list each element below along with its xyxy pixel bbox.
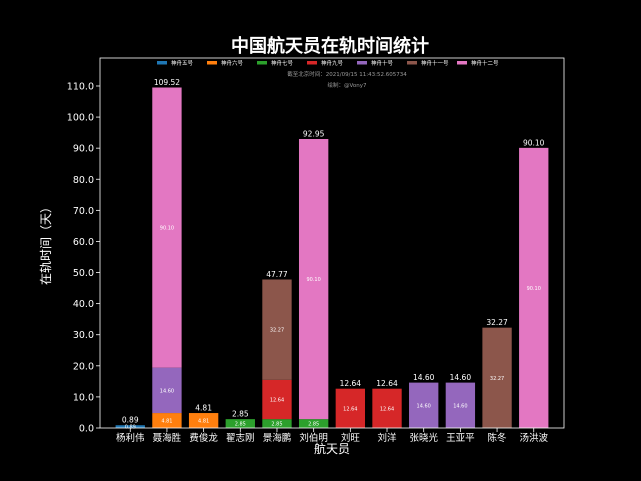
total-label: 109.52 [154,78,180,87]
segment-label: 2.85 [235,422,246,428]
x-tick-label: 聂海胜 [153,432,182,444]
x-tick-label: 王亚平 [446,433,475,444]
legend-swatch [407,61,417,65]
segment-label: 90.10 [160,226,174,232]
legend-swatch [457,61,467,65]
chart-notes: 截至北京时间：2021/09/15 11:43:52.605734 绘制：@Vo… [287,70,407,89]
x-axis-label: 航天员 [314,441,350,456]
total-label: 12.64 [340,379,362,388]
segment-label: 12.64 [380,406,394,412]
bar-segment [482,327,512,428]
legend-entry: 神舟九号 [321,59,344,67]
segment-label: 32.27 [270,328,284,334]
legend-entry: 神舟五号 [171,59,194,67]
total-label: 14.60 [413,373,435,382]
segment-label: 4.81 [161,419,172,425]
total-label: 14.60 [450,373,472,382]
total-label: 0.89 [122,416,139,425]
legend-entry: 神舟十一号 [421,59,449,67]
segment-label: 2.85 [271,422,282,428]
bar-segment [225,419,255,428]
x-axis-ticks: 杨利伟 聂海胜 费俊龙 翟志刚 景海鹏 刘伯明 刘旺 刘洋 张晓光 王亚平 陈冬 汤洪波 [116,428,548,444]
x-tick-label: 陈冬 [488,432,508,444]
y-tick-label: 70.0 [73,206,94,217]
bar-segment [152,367,182,414]
legend-entry: 神舟六号 [221,59,244,67]
bar-segment [445,382,476,428]
total-label: 4.81 [195,404,212,413]
bar-segment [262,379,292,420]
bar-segment [409,382,439,428]
total-label: 12.64 [376,379,398,388]
total-label: 47.77 [266,270,288,279]
timestamp-note: 截至北京时间：2021/09/15 11:43:52.605734 [287,70,407,78]
y-tick-label: 0.0 [79,424,94,435]
x-tick-label: 张晓光 [409,432,438,444]
legend-swatch [157,61,167,65]
chart-title: 中国航天员在轨时间统计 [231,35,429,57]
legend: 神舟五号 神舟六号 神舟七号 神舟九号 神舟十号 神舟十一号 神舟十二号 [157,59,499,67]
y-tick-label: 20.0 [73,361,94,372]
segment-label: 14.60 [160,388,174,394]
bar-segment [115,425,145,428]
bar-segment [188,413,219,428]
x-tick-label: 刘洋 [378,432,398,444]
segment-label: 90.10 [527,286,541,292]
bar-segment [335,388,366,428]
y-tick-label: 40.0 [73,299,94,310]
x-tick-label: 杨利伟 [116,432,145,444]
x-tick-label: 汤洪波 [519,432,548,444]
y-tick-label: 110.0 [67,81,94,92]
total-label: 90.10 [523,138,545,147]
legend-swatch [207,61,217,65]
x-tick-label: 景海鹏 [263,432,292,444]
x-tick-label: 刘伯明 [299,432,328,444]
bar-segment [372,388,402,428]
y-tick-label: 80.0 [73,175,94,186]
legend-swatch [257,61,267,65]
segment-label: 90.10 [306,277,320,283]
y-axis-label: 在轨时间（天） [39,201,53,285]
author-note: 绘制：@Vony7 [328,81,367,89]
total-label: 2.85 [232,410,249,419]
legend-entry: 神舟十号 [371,59,394,67]
segment-label: 12.64 [270,397,284,403]
bar-segment [262,419,292,428]
total-label: 32.27 [486,318,508,327]
legend-entry: 神舟七号 [271,59,294,67]
y-axis-ticks: 0.0 10.0 20.0 30.0 40.0 50.0 60.0 70.0 80.0 90.0 1… [67,81,100,435]
segment-label: 14.60 [453,403,467,409]
x-tick-label: 费俊龙 [189,432,218,444]
bar-segment [152,413,182,428]
y-tick-label: 90.0 [73,144,94,155]
y-tick-label: 60.0 [73,237,94,248]
segment-label: 4.81 [198,419,209,425]
bar-segment [152,87,182,368]
plot-frame [99,57,565,429]
x-tick-label: 刘旺 [341,432,361,444]
legend-entry: 神舟十二号 [471,59,499,67]
segment-label: 2.85 [308,422,319,428]
segment-label: 14.60 [417,403,431,409]
bar-segment [519,147,549,428]
y-tick-label: 100.0 [67,113,94,124]
bars [115,87,549,428]
y-tick-label: 10.0 [73,392,94,403]
bar-segment [298,138,329,420]
x-tick-label: 翟志刚 [226,432,255,444]
total-labels: 0.89 109.52 4.81 2.85 47.77 92.95 12.64 12.64 14… [122,78,545,425]
total-label: 92.95 [303,129,325,138]
legend-swatch [307,61,317,65]
segment-label: 32.27 [490,376,504,382]
segment-label: 12.64 [343,406,357,412]
segment-labels: 0.89 4.81 14.60 90.10 4.81 2.85 2.85 12.64 32.27… [125,226,541,431]
bar-segment [262,279,292,380]
legend-swatch [357,61,367,65]
y-tick-label: 50.0 [73,268,94,279]
bar-segment [298,419,329,428]
y-tick-label: 30.0 [73,330,94,341]
